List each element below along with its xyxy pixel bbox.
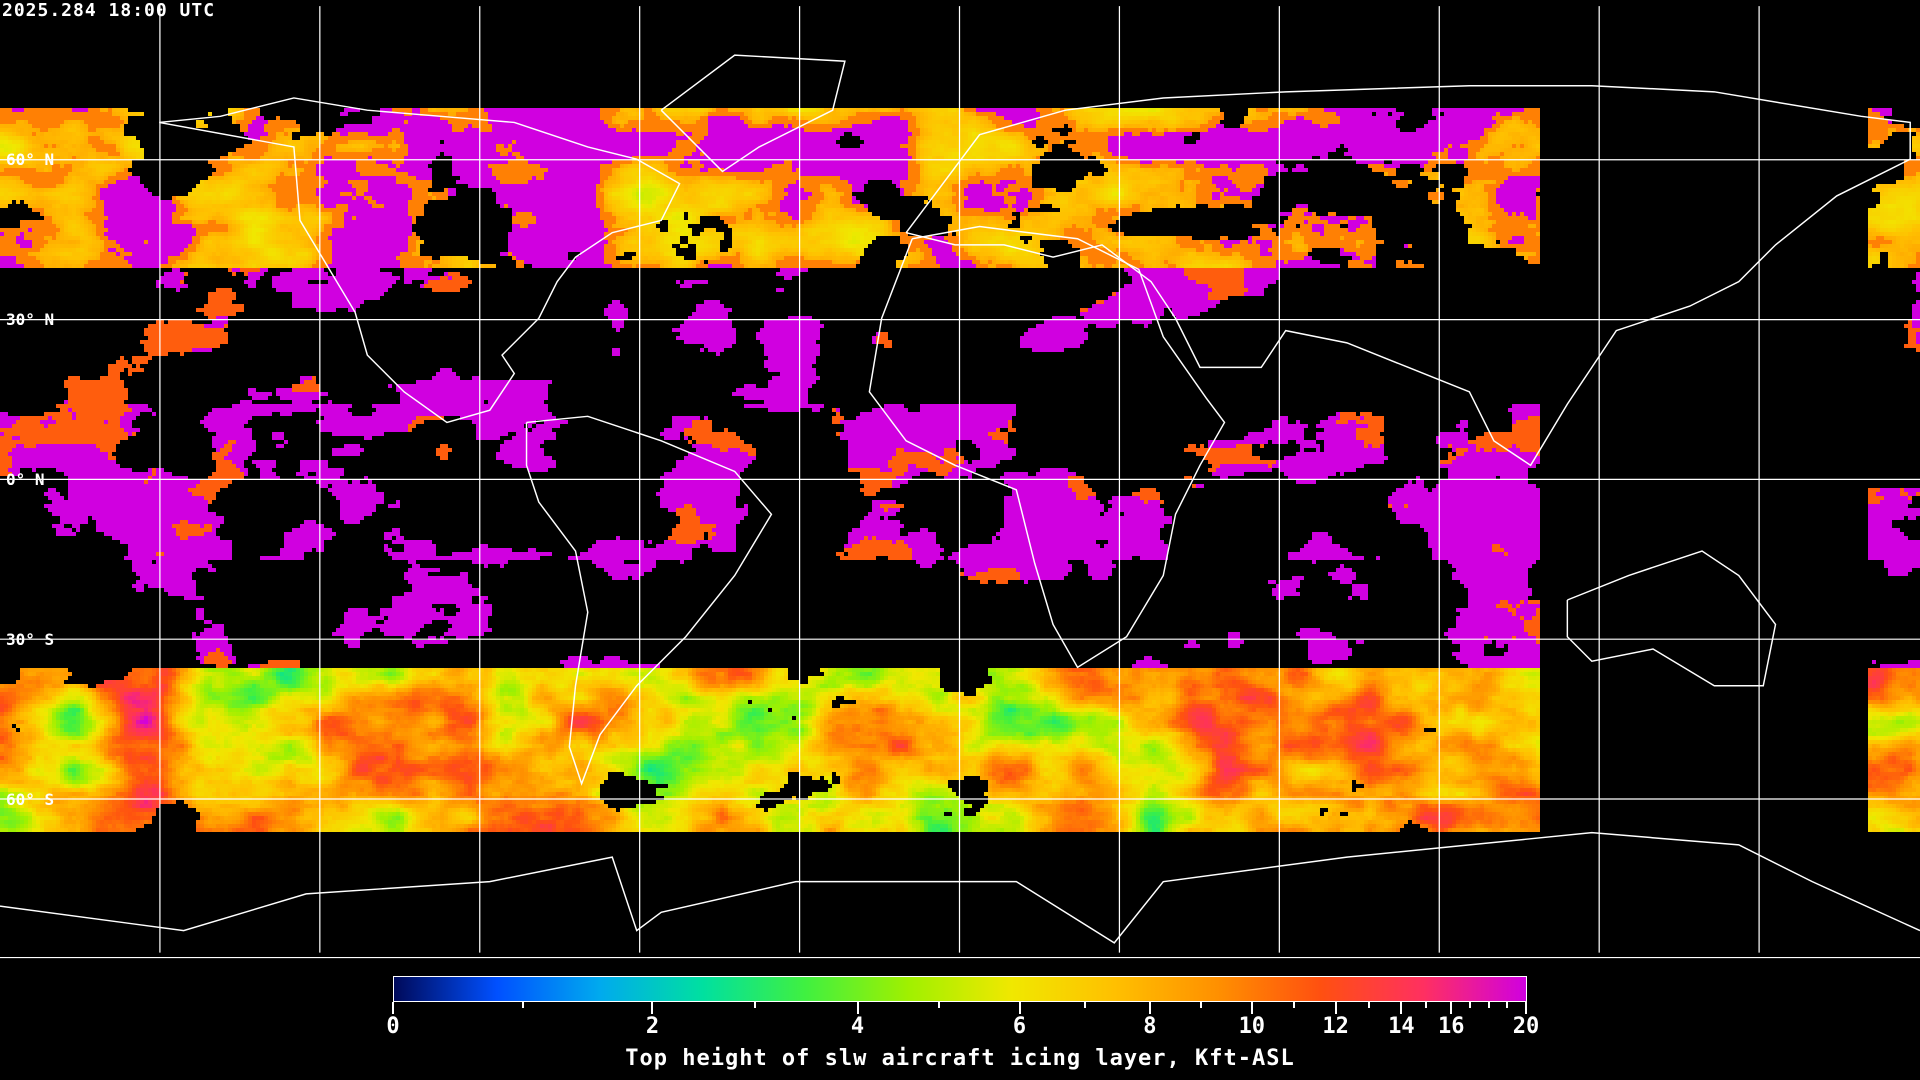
colorbar-tick-label: 14 [1388,1014,1415,1039]
colorbar-minor-tick [753,1002,756,1008]
coastlines [0,54,1920,944]
colorbar-tick-label: 10 [1238,1014,1266,1039]
lat-label-60s: 60° S [6,790,55,809]
colorbar-minor-tick [1292,1002,1295,1008]
colorbar-minor-tick [1083,1002,1086,1008]
colorbar [393,976,1527,1002]
colorbar-tick-label: 16 [1437,1014,1465,1039]
colorbar-minor-tick [1199,1002,1202,1008]
colorbar-minor-tick [1487,1002,1490,1008]
colorbar-minor-tick [521,1002,524,1008]
coastline-eurasia [905,84,1911,467]
colorbar-tick-label: 0 [386,1014,400,1039]
coastline-australia [1566,550,1777,687]
lat-label-30s: 30° S [6,630,55,649]
coastline-greenland [660,54,846,173]
coastline-south-america [525,415,773,786]
colorbar-minor-tick [1367,1002,1370,1008]
colorbar-major-tick [1250,1002,1253,1014]
lat-label-60n: 60° N [6,150,55,169]
colorbar-minor-tick [1506,1002,1509,1008]
colorbar-minor-tick [1468,1002,1471,1008]
colorbar-tick-label: 8 [1143,1014,1157,1039]
colorbar-major-tick [1018,1002,1021,1014]
colorbar-tick-label: 6 [1012,1014,1027,1039]
lat-label-30n: 30° N [6,310,55,329]
colorbar-tick-label: 12 [1322,1014,1349,1039]
colorbar-tick-label: 2 [645,1014,660,1039]
coastline-antarctica [0,831,1920,944]
colorbar-major-tick [1400,1002,1403,1014]
colorbar-minor-tick [1425,1002,1428,1008]
colorbar-tick-label: 4 [850,1014,865,1039]
timestamp: 2025.284 18:00 UTC [2,0,216,21]
colorbar-major-tick [856,1002,859,1014]
colorbar-major-tick [1450,1002,1453,1014]
colorbar-major-tick [1334,1002,1337,1014]
colorbar-title: Top height of slw aircraft icing layer, … [625,1046,1295,1071]
coastline-africa [868,225,1226,669]
colorbar-tick-label: 20 [1512,1014,1540,1039]
colorbar-major-tick [1525,1002,1527,1014]
lat-lon-grid [0,6,1920,959]
colorbar-minor-tick [937,1002,940,1008]
colorbar-major-tick [651,1002,654,1014]
colorbar-major-tick [392,1002,394,1014]
colorbar-major-tick [1148,1002,1151,1014]
lat-label-0n: 0° N [6,470,45,489]
coastline-north-america [159,97,681,424]
